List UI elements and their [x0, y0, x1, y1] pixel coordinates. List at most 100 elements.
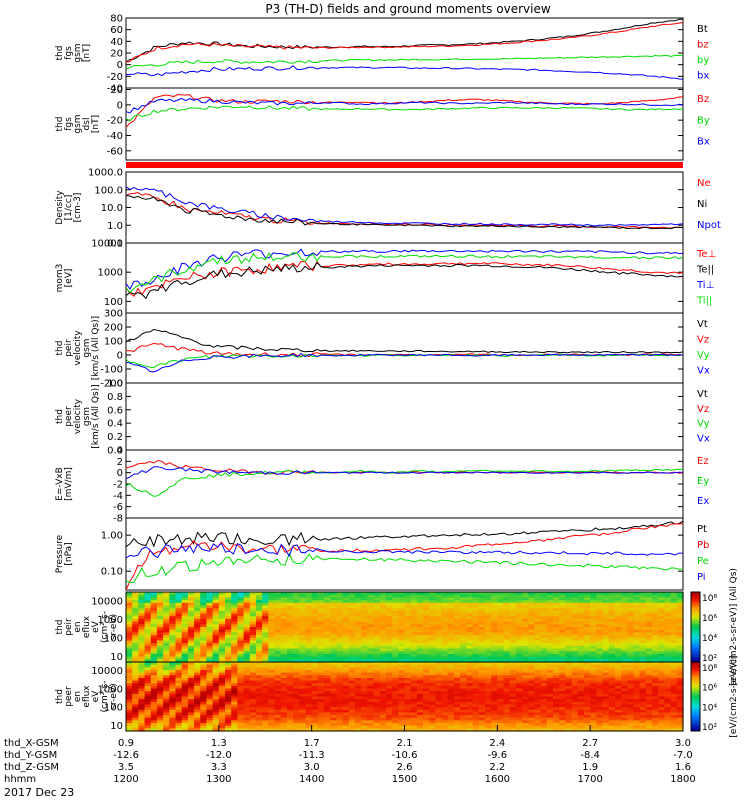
heatmap-cell — [509, 669, 517, 674]
heatmap-cell — [534, 592, 542, 596]
y-axis-label: [eV] — [64, 269, 74, 288]
heatmap-cell — [608, 669, 616, 674]
heatmap-cell — [206, 635, 214, 639]
heatmap-cell — [317, 651, 325, 655]
heatmap-cell — [150, 699, 158, 703]
heatmap-cell — [435, 597, 443, 601]
heatmap-cell — [466, 632, 474, 636]
heatmap-cell — [299, 717, 307, 721]
heatmap-cell — [317, 592, 325, 596]
heatmap-cell — [553, 691, 560, 695]
heatmap-cell — [645, 629, 653, 633]
heatmap-cell — [385, 728, 393, 732]
heatmap-cell — [577, 688, 585, 692]
heatmap-cell — [429, 637, 437, 642]
heatmap-cell — [404, 648, 412, 652]
heatmap-cell — [596, 656, 604, 660]
heatmap-cell — [423, 627, 430, 631]
heatmap-cell — [608, 672, 616, 676]
heatmap-cell — [268, 640, 276, 644]
heatmap-cell — [305, 600, 313, 604]
heatmap-cell — [132, 704, 139, 708]
heatmap-cell — [212, 691, 220, 695]
heatmap-cell — [169, 715, 177, 719]
heatmap-cell — [163, 637, 170, 642]
colorbar-step — [691, 641, 700, 644]
heatmap-cell — [466, 594, 474, 598]
heatmap-cell — [621, 616, 628, 620]
heatmap-cell — [590, 627, 597, 631]
heatmap-cell — [385, 715, 393, 719]
heatmap-cell — [416, 643, 424, 647]
heatmap-cell — [497, 592, 505, 596]
heatmap-cell — [509, 618, 517, 623]
y-axis-label: [1/cc] — [64, 195, 74, 221]
heatmap-cell — [187, 683, 195, 687]
heatmap-cell — [602, 618, 610, 623]
heatmap-cell — [546, 605, 554, 609]
heatmap-cell — [627, 715, 635, 719]
heatmap-cell — [621, 624, 628, 628]
heatmap-cell — [583, 600, 591, 604]
heatmap-cell — [187, 712, 195, 716]
heatmap-cell — [472, 725, 480, 729]
heatmap-cell — [243, 656, 251, 660]
heatmap-cell — [175, 610, 183, 615]
heatmap-cell — [454, 621, 461, 625]
heatmap-cell — [311, 653, 319, 658]
heatmap-cell — [200, 605, 208, 609]
heatmap-cell — [416, 656, 424, 660]
heatmap-cell — [528, 600, 536, 604]
heatmap-cell — [181, 723, 189, 727]
heatmap-cell — [286, 675, 294, 679]
heatmap-cell — [132, 659, 139, 663]
heatmap-cell — [522, 707, 529, 711]
heatmap-cell — [385, 709, 393, 714]
heatmap-cell — [571, 608, 579, 612]
heatmap-cell — [534, 608, 542, 612]
heatmap-cell — [274, 701, 282, 706]
heatmap-cell — [528, 592, 536, 596]
heatmap-cell — [268, 651, 276, 655]
heatmap-cell — [181, 691, 189, 695]
heatmap-cell — [206, 680, 214, 684]
heatmap-cell — [441, 624, 449, 628]
heatmap-cell — [639, 669, 647, 674]
heatmap-cell — [676, 723, 684, 727]
heatmap-cell — [454, 610, 461, 615]
heatmap-cell — [645, 728, 653, 732]
heatmap-cell — [231, 635, 238, 639]
heatmap-cell — [515, 653, 523, 658]
heatmap-cell — [342, 653, 350, 658]
heatmap-cell — [565, 712, 573, 716]
heatmap-cell — [317, 627, 325, 631]
heatmap-cell — [658, 691, 666, 695]
heatmap-cell — [410, 688, 418, 692]
heatmap-cell — [540, 643, 548, 647]
heatmap-cell — [194, 701, 201, 706]
heatmap-cell — [484, 664, 492, 668]
heatmap-cell — [540, 659, 548, 663]
heatmap-cell — [156, 600, 164, 604]
heatmap-cell — [546, 618, 554, 623]
heatmap-cell — [583, 683, 591, 687]
heatmap-cell — [429, 602, 437, 607]
heatmap-cell — [410, 632, 418, 636]
heatmap-cell — [484, 637, 492, 642]
heatmap-cell — [676, 616, 684, 620]
heatmap-cell — [416, 707, 424, 711]
heatmap-cell — [608, 624, 616, 628]
heatmap-cell — [280, 594, 288, 598]
heatmap-cell — [194, 637, 201, 642]
heatmap-cell — [441, 651, 449, 655]
heatmap-cell — [423, 624, 430, 628]
heatmap-cell — [342, 645, 350, 650]
heatmap-cell — [416, 608, 424, 612]
heatmap-cell — [627, 653, 635, 658]
heatmap-cell — [466, 616, 474, 620]
heatmap-cell — [435, 672, 443, 676]
heatmap-cell — [336, 629, 344, 633]
heatmap-cell — [379, 618, 387, 623]
heatmap-cell — [348, 688, 356, 692]
heatmap-cell — [515, 627, 523, 631]
